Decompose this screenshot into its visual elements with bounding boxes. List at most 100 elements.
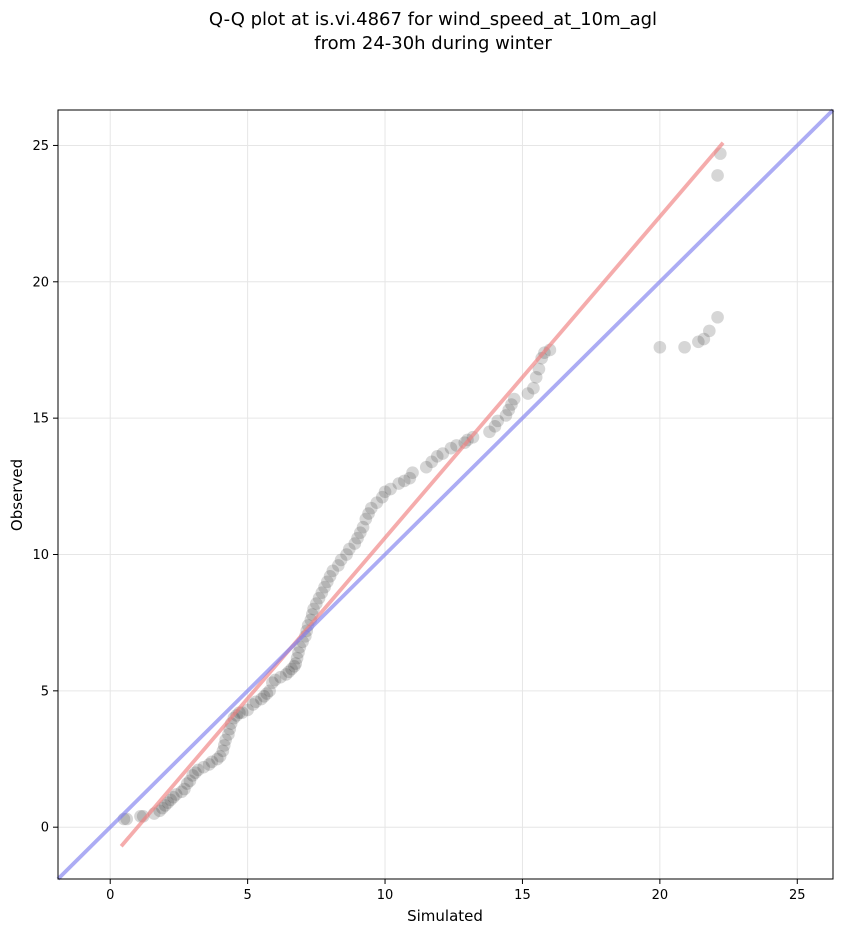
data-point [703,324,716,338]
reference-line [119,141,725,848]
data-point [175,785,188,799]
data-point [197,760,210,774]
reference-lines [56,108,835,881]
x-tick-label: 20 [652,888,669,903]
data-point [315,586,329,599]
data-point [425,455,439,469]
chart-title-line-1: Q-Q plot at is.vi.4867 for wind_speed_at… [209,9,657,30]
data-point [697,332,711,346]
plot-frame [57,109,834,880]
data-point [397,474,411,488]
data-point [507,392,521,406]
data-point [257,689,271,703]
data-point [436,447,450,460]
data-point [351,531,364,545]
data-point [180,777,194,790]
data-point [406,466,419,479]
data-point [288,659,301,673]
data-point [532,362,546,376]
data-point [249,695,263,709]
data-point [334,553,348,567]
data-point [263,684,276,698]
data-point [403,471,417,485]
x-tick-label: 15 [514,888,531,903]
data-point [260,687,274,700]
data-point [362,507,375,520]
data-point [505,398,518,411]
data-point [711,310,724,324]
x-tick-label: 5 [243,888,251,903]
data-point [332,559,345,572]
data-point [444,441,458,455]
x-tick-label: 0 [106,888,114,903]
x-axis-ticks: 0 5 10 15 20 25 [106,879,806,903]
data-point [653,340,667,354]
data-point [161,796,175,809]
data-point [268,673,282,687]
data-point [323,570,337,583]
data-point [356,520,370,534]
data-point [158,799,172,812]
data-point [343,542,356,556]
x-tick-label: 10 [377,888,394,903]
y-axis-label: Observed [8,459,26,531]
chart-title-line-2: from 24-30h during winter [314,33,552,54]
grid [58,110,833,879]
data-point [321,575,334,589]
data-point [217,739,231,752]
data-point [419,460,433,474]
data-point [289,657,303,670]
data-point [211,752,224,766]
data-point [285,662,298,676]
data-point [521,387,535,400]
data-point [292,646,305,659]
data-point [266,676,279,689]
data-point [216,744,230,758]
y-tick-label: 5 [41,684,49,699]
data-point [491,414,505,428]
data-point [191,763,205,777]
data-point [205,755,219,769]
data-point [164,793,177,807]
data-point [354,526,367,539]
data-point [312,591,326,605]
data-point [167,790,180,804]
data-point [318,580,331,594]
y-tick-label: 20 [32,275,49,290]
x-axis-label: Simulated [407,907,483,925]
data-point [375,490,389,504]
data-point [378,485,392,499]
data-point [488,420,502,433]
y-tick-label: 25 [32,139,49,154]
data-points [117,147,727,826]
data-point [178,782,191,796]
x-tick-label: 25 [789,888,806,903]
data-point [483,425,496,439]
data-point [213,749,227,763]
data-point [359,512,373,526]
data-point [502,403,516,417]
data-point [222,728,235,741]
data-point [202,758,216,771]
data-point [274,670,287,684]
data-point [219,733,232,747]
data-point [290,651,304,665]
data-point [156,801,169,815]
data-point [348,537,362,550]
data-point [169,788,183,801]
data-point [241,703,254,717]
data-point [186,769,199,782]
data-point [499,409,513,422]
data-point [340,548,353,561]
y-tick-label: 15 [32,412,49,427]
data-point [364,501,378,515]
data-point [246,698,260,711]
data-point [279,668,293,681]
reference-line [56,108,835,881]
data-point [392,477,406,490]
data-point [678,340,691,354]
y-tick-label: 0 [41,821,49,836]
data-point [310,597,323,610]
data-point [430,450,444,463]
